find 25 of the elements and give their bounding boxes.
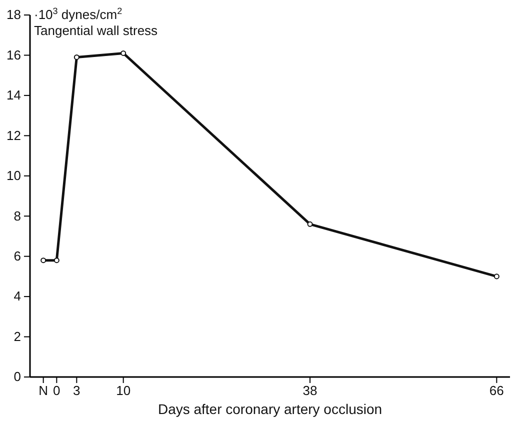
point <box>307 221 313 227</box>
y-tick-label: 0 <box>14 369 21 384</box>
point <box>74 54 80 60</box>
x-tick-label: 66 <box>489 383 504 398</box>
y-tick-label: 10 <box>6 168 21 184</box>
x-axis-title: Days after coronary artery occlusion <box>158 401 382 417</box>
y-tick-label: 16 <box>6 47 21 62</box>
y-tick-label: 14 <box>6 88 21 103</box>
x-tick-label: 38 <box>302 383 318 398</box>
y-tick-label: 18 <box>6 7 21 22</box>
point <box>120 50 126 56</box>
y-tick-label: 2 <box>14 328 21 344</box>
point <box>40 258 46 264</box>
y-tick-label: 12 <box>6 128 21 143</box>
point <box>494 274 500 280</box>
y-tick-label: 8 <box>14 208 21 224</box>
x-tick-label: N <box>38 383 48 398</box>
x-tick-label: 0 <box>53 383 60 398</box>
text: Tangential wall stress <box>34 23 158 38</box>
y-tick-label: 4 <box>14 288 21 304</box>
x-tick-label: 10 <box>116 383 131 398</box>
y-tick-label: 6 <box>14 248 21 264</box>
x-tick-label: 3 <box>73 383 80 398</box>
y-axis-title: ·10$^{3}$ dynes/cm$^{2}$ <box>34 6 122 22</box>
point <box>54 258 60 264</box>
